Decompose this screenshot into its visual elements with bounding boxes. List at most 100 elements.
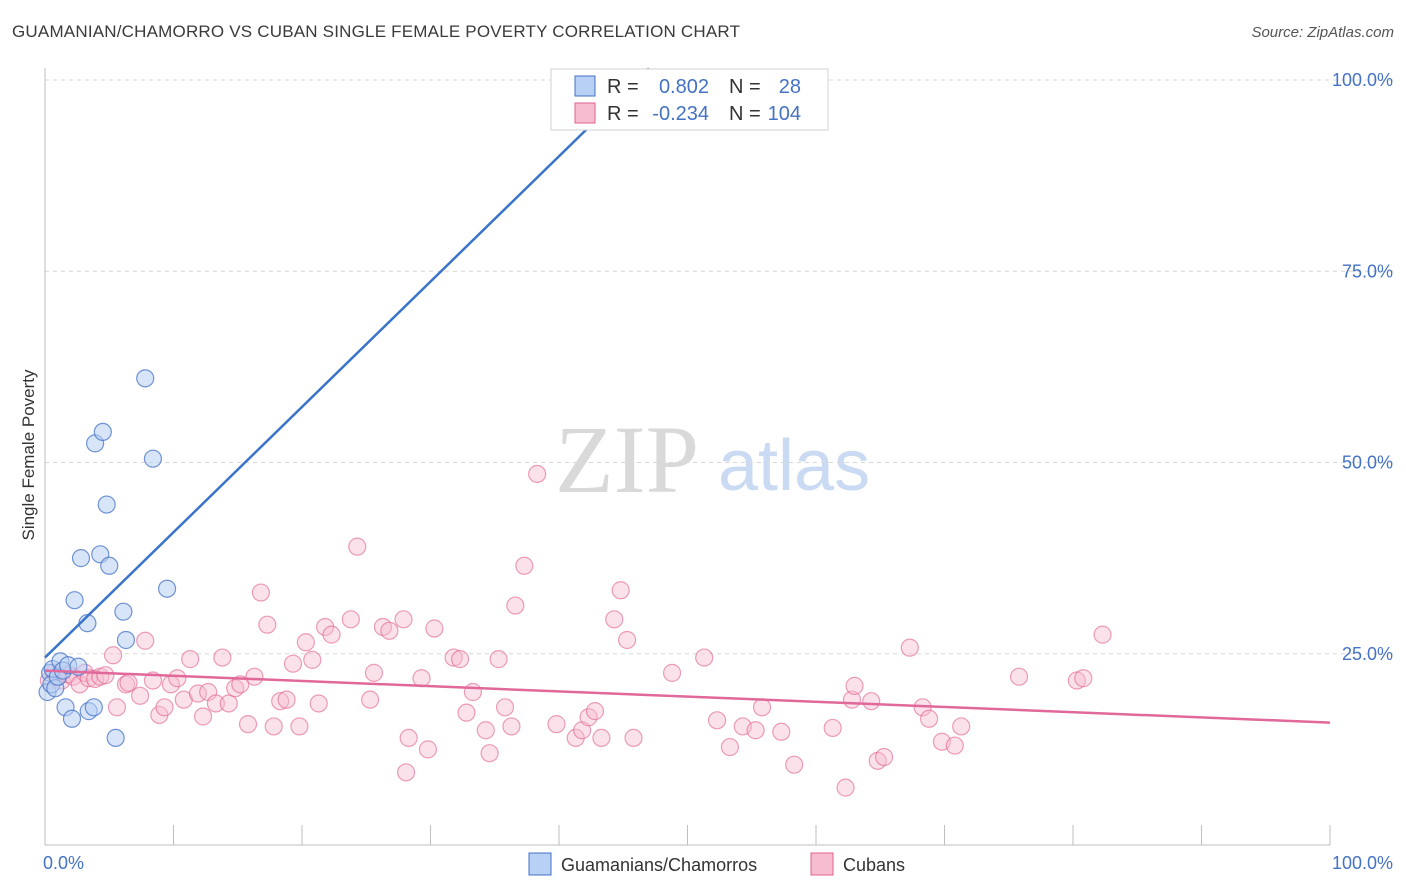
legend-r-label-1: R = [607,76,639,98]
trend-lines [44,67,1331,724]
cubans-point [322,625,341,644]
cubans-point [104,646,123,665]
cubans-point [476,721,495,740]
series-cubans-points [39,464,1112,797]
cubans-point [341,610,360,629]
guamanians-point [84,698,103,717]
cubans-point [945,736,964,755]
y-axis-label: Single Female Poverty [19,369,38,541]
cubans-point [271,692,290,711]
guamanians-point [65,591,84,610]
cubans-point [457,703,476,722]
cubans-point [290,717,309,736]
guamanians-point [106,728,125,748]
cubans-point [836,778,855,797]
cubans-point [624,728,643,748]
cubans-point [900,638,919,657]
cubans-point [418,740,438,759]
cubans-point [506,596,525,615]
cubans-point [107,698,127,717]
cubans-point [862,692,881,711]
cubans-point [399,728,418,748]
cubans-point [219,694,238,713]
cubans-point [1093,625,1112,644]
guamanians-point [100,556,119,575]
y-tick-label-1: 50.0% [1342,453,1393,473]
bottom-legend-swatch-pink [810,852,834,876]
guamanians-point [143,449,163,468]
bottom-legend-swatch-blue [528,852,552,876]
cubans-point [695,648,714,667]
cubans-point [611,581,630,600]
guamanians-point [62,709,82,728]
legend-r-value-2: -0.234 [652,103,709,125]
cubans-point [585,702,605,721]
watermark-zip: ZIP [555,406,699,513]
cubans-point [296,633,315,652]
cubans-point [96,666,115,685]
cubans-point [231,675,250,694]
guamanians-point [136,369,155,388]
bottom-legend-label-guamanians: Guamanians/Chamorros [561,855,757,875]
cubans-point [823,718,842,738]
cubans-point [1009,667,1029,686]
cubans-point [130,686,150,705]
y-tick-label-2: 75.0% [1342,261,1393,281]
cubans-point [845,676,864,695]
y-tick-label-3: 100.0% [1332,70,1393,90]
cubans-point [720,737,740,757]
cubans-point [264,717,283,736]
guamanians-point [157,579,177,598]
cubans-point [489,650,508,669]
cubans-point [168,669,187,688]
guamanians-trend-line [44,67,650,659]
legend-r-label-2: R = [607,103,639,125]
cubans-point [181,650,200,669]
legend-swatch-blue [574,75,596,97]
cubans-point [277,690,296,709]
cubans-point [213,648,232,667]
axes [44,68,1331,846]
cubans-point [283,654,303,673]
cubans-point [206,694,226,713]
cubans-point [412,669,431,688]
cubans-point [463,682,483,702]
cubans-point [547,715,566,734]
cubans-point [238,715,258,734]
cubans-point [193,707,213,726]
y-tick-labels: 25.0% 50.0% 75.0% 100.0% [1332,70,1393,664]
cubans-point [396,763,416,782]
cubans-point [251,583,270,602]
cubans-point [303,650,322,669]
cubans-point [309,694,328,713]
cubans-point [364,663,384,682]
watermark-atlas: atlas [718,426,870,506]
x-tick-label-start: 0.0% [43,853,84,873]
legend-swatch-pink [574,102,596,124]
cubans-point [258,615,277,634]
guamanians-point [114,602,133,621]
cubans-trend-line [44,669,1331,724]
x-tick-labels: 0.0% 100.0% [43,853,1393,873]
cubans-point [480,744,499,763]
cubans-point [528,464,547,484]
cubans-point [772,722,791,741]
cubans-point [605,610,624,629]
cubans-point [348,537,367,556]
cubans-point [785,755,804,774]
correlation-legend: R = 0.802 N = 28 R = -0.234 N = 104 [550,68,829,131]
guamanians-point [97,495,116,514]
guamanians-point [71,549,91,568]
cubans-point [245,667,264,686]
cubans-point [707,711,727,730]
cubans-point [136,631,155,650]
series-legend: Guamanians/Chamorros Cubans [528,852,905,876]
cubans-point [919,709,939,728]
gridlines [45,79,1395,655]
guamanians-point [116,630,136,650]
cubans-point [592,728,611,748]
cubans-point [662,663,682,682]
chart-title: GUAMANIAN/CHAMORRO VS CUBAN SINGLE FEMAL… [12,22,741,41]
cubans-point [1074,669,1093,688]
